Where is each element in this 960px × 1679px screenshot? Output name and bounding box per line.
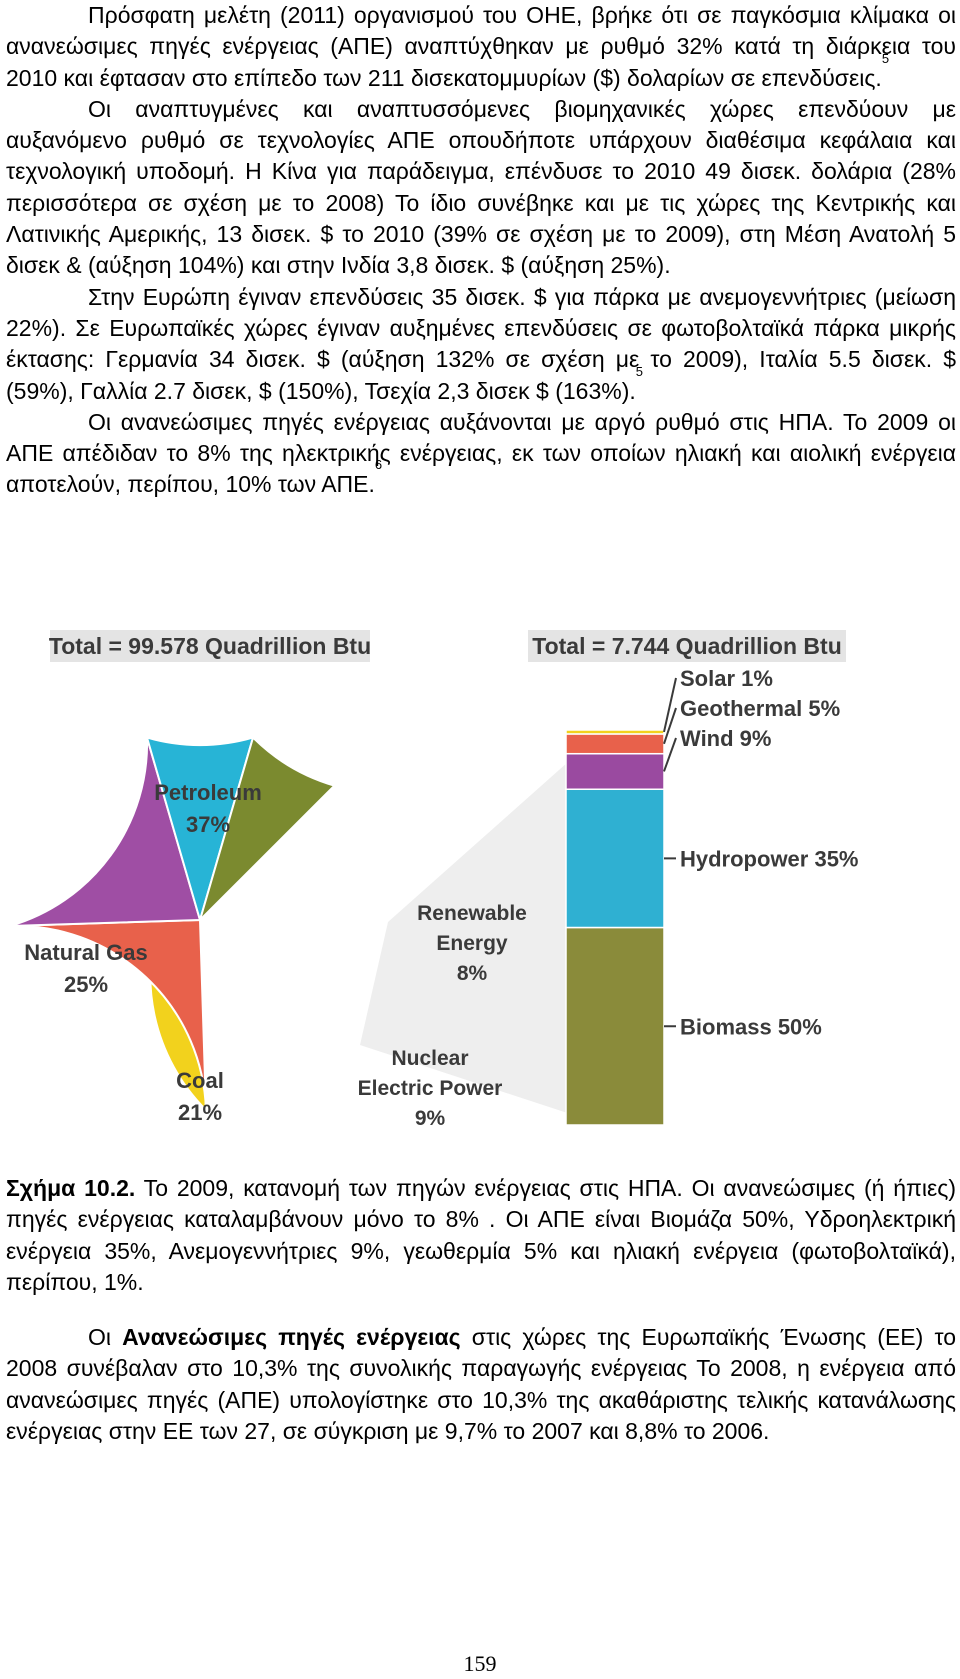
bar-label-solar: Solar 1%	[680, 666, 773, 691]
caption-paragraph: Σχήμα 10.2. Το 2009, κατανομή των πηγών …	[6, 1173, 956, 1298]
pie-pct-coal: 21%	[178, 1100, 222, 1125]
paragraph-4-text: Οι ανανεώσιμες πηγές ενέργειας αυξάνοντα…	[6, 408, 956, 498]
bar-title-bg	[528, 630, 846, 662]
bar-leader-wind	[663, 737, 677, 772]
energy-figure: Total = 99.578 Quadrillion Btu Total = 7…	[9, 630, 859, 1130]
figure-caption: Σχήμα 10.2. Το 2009, κατανομή των πηγών …	[6, 1173, 956, 1298]
bar-segment-biomass	[565, 926, 665, 1126]
bar-title: Total = 7.744 Quadrillion Btu	[532, 633, 842, 659]
pie-label-natural-gas: Natural Gas	[24, 940, 148, 965]
pie-pct-petroleum: 37%	[186, 812, 230, 837]
paragraph-5-rest: στις χώρες της Ευρωπαϊκής Ένωσης (ΕΕ) το…	[6, 1324, 957, 1444]
bar-leader-solar	[663, 677, 677, 733]
bar-label-wind: Wind 9%	[680, 726, 771, 751]
paragraph-3: Στην Ευρώπη έγιναν επενδύσεις 35 δισεκ. …	[6, 282, 956, 407]
page-number: 159	[463, 1651, 497, 1676]
bar-leader-geothermal	[663, 707, 677, 745]
pie-slice-natural-gas	[10, 918, 207, 1110]
paragraph-4: Οι ανανεώσιμες πηγές ενέργειας αυξάνοντα…	[6, 407, 956, 501]
bar-label-biomass: Biomass 50%	[680, 1014, 822, 1039]
connector-wedge	[360, 730, 604, 1125]
pie-slice-renewable-energy	[199, 735, 337, 921]
paragraph-1: Πρόσφατη μελέτη (2011) οργανισμού του ΟΗ…	[6, 0, 956, 94]
bar-segment-solar	[565, 729, 665, 735]
caption-text: Το 2009, κατανομή των πηγών ενέργειας στ…	[6, 1175, 956, 1295]
paragraph-5-bold: Ανανεώσιμες πηγές ενέργειας	[122, 1324, 461, 1350]
pie-label-nuclear-line1: Nuclear	[391, 1047, 468, 1070]
reference-5b: 5	[635, 363, 643, 379]
paragraph-1-text: Πρόσφατη μελέτη (2011) οργανισμού του ΟΗ…	[6, 2, 956, 91]
bar-segment-wind	[565, 752, 665, 790]
body-text-bottom: Οι Ανανεώσιμες πηγές ενέργειας στις χώρε…	[6, 1322, 956, 1447]
pie-pct-natural-gas: 25%	[64, 972, 108, 997]
pie-label-nuclear-line2: Electric Power	[358, 1077, 503, 1100]
bar-label-geothermal: Geothermal 5%	[680, 696, 840, 721]
bar-label-hydropower: Hydropower 35%	[680, 846, 859, 871]
body-text-top: Πρόσφατη μελέτη (2011) οργανισμού του ΟΗ…	[6, 0, 956, 501]
pie-label-renewable-line2: Energy	[436, 932, 508, 955]
pie-pct-nuclear: 9%	[415, 1107, 446, 1130]
paragraph-2: Οι αναπτυγμένες και αναπτυσσόμενες βιομη…	[6, 95, 956, 279]
pie-title: Total = 99.578 Quadrillion Btu	[49, 633, 371, 659]
paragraph-3-text: Στην Ευρώπη έγιναν επενδύσεις 35 δισεκ. …	[6, 283, 956, 404]
stacked-bar	[565, 729, 665, 1126]
pie-slice-nuclear-electric-power	[145, 736, 255, 924]
reference-6: 6	[374, 457, 383, 473]
pie-labels: Petroleum 37% Natural Gas 25% Coal 21% N…	[24, 780, 527, 1130]
pie-pct-renewable: 8%	[457, 962, 488, 985]
reference-5: 5	[881, 50, 890, 66]
pie-label-renewable-line1: Renewable	[417, 902, 527, 925]
caption-label: Σχήμα 10.2.	[6, 1175, 136, 1201]
pie-slice-coal	[9, 737, 202, 927]
pie-title-bg	[50, 630, 370, 662]
pie-label-coal: Coal	[176, 1068, 224, 1093]
bar-segment-hydropower	[565, 788, 665, 929]
pie-chart	[9, 735, 337, 1113]
paragraph-5: Οι Ανανεώσιμες πηγές ενέργειας στις χώρε…	[6, 1322, 956, 1447]
bar-segment-geothermal	[565, 733, 665, 755]
bar-labels: Biomass 50% Hydropower 35% Wind 9% Geotherm…	[663, 666, 859, 1039]
paragraph-5-start: Οι	[88, 1324, 123, 1350]
pie-label-petroleum: Petroleum	[154, 780, 262, 805]
